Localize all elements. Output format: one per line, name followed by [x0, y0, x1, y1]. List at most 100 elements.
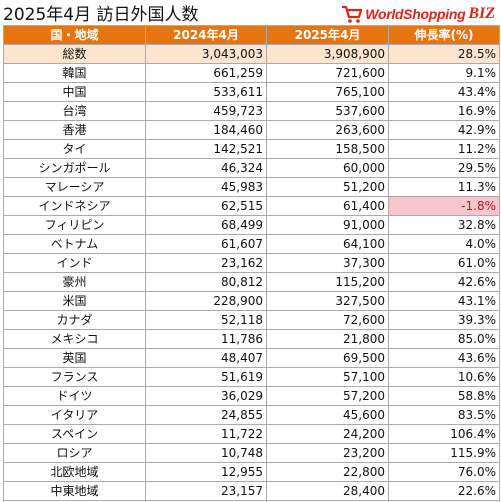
region-cell: 豪州 [3, 272, 146, 292]
april-2024-cell: 68,499 [145, 215, 267, 235]
growth-cell: 85.0% [388, 329, 500, 349]
april-2024-cell: 661,259 [145, 63, 267, 83]
region-cell: インド [3, 253, 146, 273]
region-cell: 総数 [3, 44, 146, 64]
april-2024-cell: 142,521 [145, 139, 267, 159]
region-cell: 米国 [3, 291, 146, 311]
growth-cell: 76.0% [388, 462, 500, 482]
table-row: インドネシア 62,515 61,400 -1.8% [3, 196, 500, 216]
april-2024-cell: 533,611 [145, 82, 267, 102]
april-2024-cell: 61,607 [145, 234, 267, 254]
april-2025-cell: 57,100 [266, 367, 389, 387]
region-cell: タイ [3, 139, 146, 159]
april-2025-cell: 24,200 [266, 424, 389, 444]
table-row: 北欧地域 12,955 22,800 76.0% [3, 462, 500, 482]
april-2024-cell: 52,118 [145, 310, 267, 330]
growth-cell: 22.6% [388, 481, 500, 501]
region-cell: 韓国 [3, 63, 146, 83]
growth-cell: 43.1% [388, 291, 500, 311]
region-cell: インドネシア [3, 196, 146, 216]
april-2024-cell: 12,955 [145, 462, 267, 482]
april-2025-cell: 60,000 [266, 158, 389, 178]
region-cell: メキシコ [3, 329, 146, 349]
visitor-table: 国・地域 2024年4月 2025年4月 伸長率(%) 総数 3,043,003 3… [3, 25, 500, 502]
region-cell: ロシア [3, 443, 146, 463]
logo-text: WorldShopping [365, 6, 466, 22]
column-header-growth: 伸長率(%) [388, 25, 500, 45]
april-2025-cell: 21,800 [266, 329, 389, 349]
table-row: フランス 51,619 57,100 10.6% [3, 367, 500, 387]
table-row: スペイン 11,722 24,200 106.4% [3, 424, 500, 444]
april-2024-cell: 36,029 [145, 386, 267, 406]
growth-cell: 42.9% [388, 120, 500, 140]
table-row: メキシコ 11,786 21,800 85.0% [3, 329, 500, 349]
region-cell: 中東地域 [3, 481, 146, 501]
growth-cell: 29.5% [388, 158, 500, 178]
table-row: マレーシア 45,983 51,200 11.3% [3, 177, 500, 197]
april-2025-cell: 537,600 [266, 101, 389, 121]
april-2025-cell: 51,200 [266, 177, 389, 197]
april-2024-cell: 184,460 [145, 120, 267, 140]
region-cell: 北欧地域 [3, 462, 146, 482]
growth-cell: 4.0% [388, 234, 500, 254]
growth-cell: 16.9% [388, 101, 500, 121]
table-row: カナダ 52,118 72,600 39.3% [3, 310, 500, 330]
table-row: ベトナム 61,607 64,100 4.0% [3, 234, 500, 254]
region-cell: スペイン [3, 424, 146, 444]
growth-cell: 106.4% [388, 424, 500, 444]
region-cell: 台湾 [3, 101, 146, 121]
table-row: 韓国 661,259 721,600 9.1% [3, 63, 500, 83]
shopping-cart-icon [342, 5, 363, 23]
growth-cell: 45.0% [388, 500, 500, 502]
april-2025-cell: 91,000 [266, 215, 389, 235]
april-2024-cell: 48,407 [145, 348, 267, 368]
region-cell: 英国 [3, 348, 146, 368]
column-header-region: 国・地域 [3, 25, 146, 45]
growth-cell: 11.2% [388, 139, 500, 159]
april-2025-cell: 28,400 [266, 481, 389, 501]
growth-cell: 9.1% [388, 63, 500, 83]
growth-cell: 11.3% [388, 177, 500, 197]
table-row: ドイツ 36,029 57,200 58.8% [3, 386, 500, 406]
table-row: 英国 48,407 69,500 43.6% [3, 348, 500, 368]
april-2024-cell: 10,748 [145, 443, 267, 463]
growth-cell: 32.8% [388, 215, 500, 235]
growth-cell: 58.8% [388, 386, 500, 406]
table-row: 米国 228,900 327,500 43.1% [3, 291, 500, 311]
april-2025-cell: 37,300 [266, 253, 389, 273]
table-row: ロシア 10,748 23,200 115.9% [3, 443, 500, 463]
april-2025-cell: 69,500 [266, 348, 389, 368]
table-row: タイ 142,521 158,500 11.2% [3, 139, 500, 159]
total-row: 総数 3,043,003 3,908,900 28.5% [3, 44, 500, 64]
growth-cell: 115.9% [388, 443, 500, 463]
region-cell: フィリピン [3, 215, 146, 235]
april-2024-cell: 62,515 [145, 196, 267, 216]
growth-cell: 43.4% [388, 82, 500, 102]
april-2025-cell: 327,500 [266, 291, 389, 311]
logo-suffix: BIZ [468, 5, 495, 22]
growth-cell: 83.5% [388, 405, 500, 425]
region-cell: カナダ [3, 310, 146, 330]
april-2024-cell: 23,162 [145, 253, 267, 273]
table-row: 台湾 459,723 537,600 16.9% [3, 101, 500, 121]
growth-cell: 61.0% [388, 253, 500, 273]
april-2024-cell: 459,723 [145, 101, 267, 121]
table-header-row: 国・地域 2024年4月 2025年4月 伸長率(%) [3, 25, 500, 45]
april-2025-cell: 721,600 [266, 63, 389, 83]
april-2024-cell: 45,983 [145, 177, 267, 197]
table-row: フィリピン 68,499 91,000 32.8% [3, 215, 500, 235]
table-row: 香港 184,460 263,600 42.9% [3, 120, 500, 140]
april-2025-cell: 115,200 [266, 272, 389, 292]
april-2025-cell: 263,600 [266, 120, 389, 140]
worldshopping-biz-logo: WorldShopping BIZ [341, 3, 495, 25]
april-2025-cell: 72,600 [266, 310, 389, 330]
growth-cell: 39.3% [388, 310, 500, 330]
table-row: イタリア 24,855 45,600 83.5% [3, 405, 500, 425]
april-2025-cell: 3,908,900 [266, 44, 389, 64]
page-title: 2025年4月 訪日外国人数 [3, 5, 199, 25]
april-2024-cell: 24,855 [145, 405, 267, 425]
column-header-2025: 2025年4月 [266, 25, 389, 45]
april-2025-cell: 765,100 [266, 82, 389, 102]
growth-cell: 10.6% [388, 367, 500, 387]
table-row: インド 23,162 37,300 61.0% [3, 253, 500, 273]
